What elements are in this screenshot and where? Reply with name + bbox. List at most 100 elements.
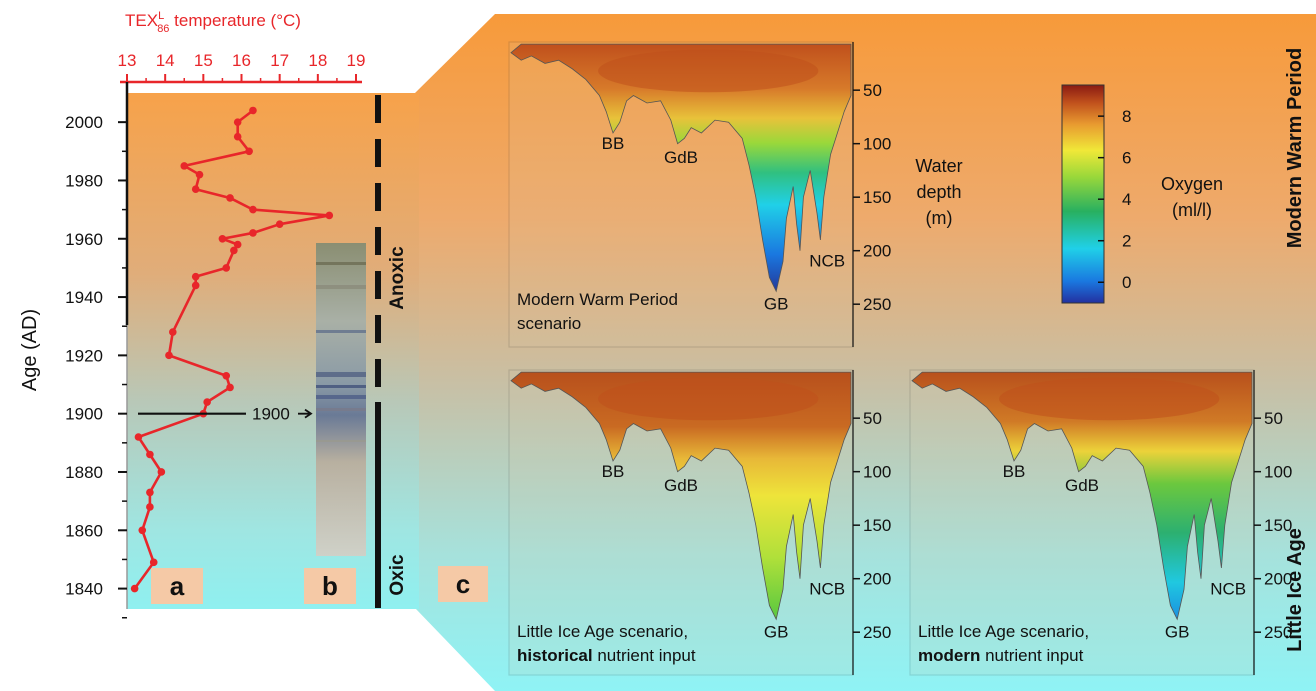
depth-tick-label: 200 <box>1264 570 1292 589</box>
oxic-label: Oxic <box>387 554 408 596</box>
temperature-point <box>191 281 200 290</box>
temperature-point <box>180 162 189 170</box>
panel-label-a-box <box>151 568 203 604</box>
depth-tick-label: 50 <box>1264 409 1283 428</box>
y-tick-label: 1880 <box>65 463 103 482</box>
depth-tick-label: 150 <box>1264 516 1292 535</box>
x-tick-label: 19 <box>347 51 366 70</box>
core-photo <box>316 243 366 556</box>
x-tick-label: 13 <box>118 51 137 70</box>
core-band <box>316 372 366 377</box>
oxygen-colorbar: 0 2 4 6 8 Oxygen (ml/l) c Modern Warm Period Litt… <box>438 48 1306 652</box>
depth-tick-label: 250 <box>863 295 891 314</box>
basin-label-gb: GB <box>1165 623 1190 642</box>
temperature-point <box>233 240 242 249</box>
temperature-point <box>157 468 166 476</box>
depth-tick-label: 100 <box>1264 463 1292 482</box>
section-modern: BB GdB GB NCB Modern Warm Period scenario <box>508 41 854 348</box>
temperature-point <box>130 584 139 593</box>
temperature-point <box>233 118 242 126</box>
panel-label-b-box <box>304 568 356 604</box>
depth-axis-label: (m) <box>926 208 953 228</box>
colorbar-label: (ml/l) <box>1172 200 1212 220</box>
basin-label-gdb: GdB <box>1065 476 1099 495</box>
core-band <box>316 395 366 399</box>
temperature-point <box>233 132 242 141</box>
section-lia_modern: BB GdB GB NCB Little Ice Age scenario, modern… <box>909 369 1255 676</box>
y-tick-label: 2000 <box>65 113 103 132</box>
oxygen-sections: BB GdB GB NCB Modern Warm Period scenario BB Gd… <box>508 41 1255 676</box>
temperature-point <box>146 488 154 497</box>
depth-tick-label: 200 <box>863 570 891 589</box>
temperature-point <box>218 234 227 243</box>
x-tick-label: 15 <box>194 51 213 70</box>
temperature-point <box>222 264 231 272</box>
temperature-point <box>203 398 211 406</box>
temperature-point <box>222 371 231 380</box>
x-tick-label: 16 <box>232 51 251 70</box>
scenario-caption-line2: scenario <box>517 314 581 333</box>
scenario-caption-line1: Modern Warm Period <box>517 290 678 309</box>
depth-axes: 50 100 150 200 250 50 100 150 200 250 50 100 150 200 2… <box>852 42 1292 675</box>
depth-tick-label: 150 <box>863 516 891 535</box>
y-tick-label: 1840 <box>65 580 103 599</box>
colorbar-tick-label: 0 <box>1122 273 1131 292</box>
panel-label-a: a <box>170 571 185 601</box>
depth-tick-label: 200 <box>863 242 891 261</box>
y-tick-label: 1860 <box>65 521 103 540</box>
temperature-point <box>191 185 200 194</box>
basin-label-gdb: GdB <box>664 148 698 167</box>
depth-axis-label: depth <box>916 182 961 202</box>
temperature-point <box>146 503 154 511</box>
panel-ab-background <box>127 93 419 609</box>
temperature-point <box>146 450 154 459</box>
temperature-point <box>325 211 334 220</box>
annotation-1900: 1900 <box>252 405 290 424</box>
core-band <box>316 408 366 411</box>
depth-tick-label: 100 <box>863 463 891 482</box>
y-tick-label: 1940 <box>65 288 103 307</box>
row-label-lia: Little Ice Age <box>1284 528 1306 652</box>
temperature-point <box>191 272 200 281</box>
temperature-point <box>138 526 147 535</box>
oxygen-section-fill <box>911 371 1253 621</box>
row-label-modern: Modern Warm Period <box>1284 48 1306 248</box>
temperature-point <box>249 205 257 214</box>
temperature-point <box>134 433 143 441</box>
panel-label-c-box <box>438 566 488 602</box>
basin-label-gb: GB <box>764 623 789 642</box>
temperature-point <box>249 229 257 237</box>
core-band <box>316 285 366 289</box>
depth-tick-label: 50 <box>863 409 882 428</box>
colorbar-label: Oxygen <box>1161 174 1223 194</box>
surface-core <box>999 377 1220 421</box>
basin-label-gb: GB <box>764 295 789 314</box>
core-band <box>316 330 366 333</box>
y-tick-label: 1980 <box>65 171 103 190</box>
scenario-caption-line2: historical nutrient input <box>517 646 696 665</box>
temperature-point <box>226 194 234 202</box>
colorbar-gradient <box>1061 84 1105 304</box>
surface-core <box>598 377 819 421</box>
redox-indicator: Anoxic Oxic <box>375 95 408 608</box>
basin-label-gdb: GdB <box>664 476 698 495</box>
y-tick-label: 1920 <box>65 346 103 365</box>
colorbar-tick-label: 2 <box>1122 232 1131 251</box>
top-axis-title: TEXL 86 temperature (°C) <box>125 10 301 35</box>
temperature-point <box>230 246 238 255</box>
core-band <box>316 385 366 388</box>
section-lia_historical: BB GdB GB NCB Little Ice Age scenario, histor… <box>508 369 854 676</box>
scenario-caption-line2: modern nutrient input <box>918 646 1084 665</box>
temperature-point <box>169 328 177 336</box>
anoxic-label: Anoxic <box>387 246 408 310</box>
depth-axis-label: Water <box>915 156 962 176</box>
annotation-arrow <box>298 408 313 419</box>
basin-label-ncb: NCB <box>809 580 845 599</box>
depth-tick-label: 100 <box>863 135 891 154</box>
core-band <box>316 262 366 265</box>
x-tick-label: 14 <box>156 51 175 70</box>
temperature-point <box>245 147 253 156</box>
scenario-caption-line1: Little Ice Age scenario, <box>918 622 1089 641</box>
x-tick-label: 17 <box>270 51 289 70</box>
